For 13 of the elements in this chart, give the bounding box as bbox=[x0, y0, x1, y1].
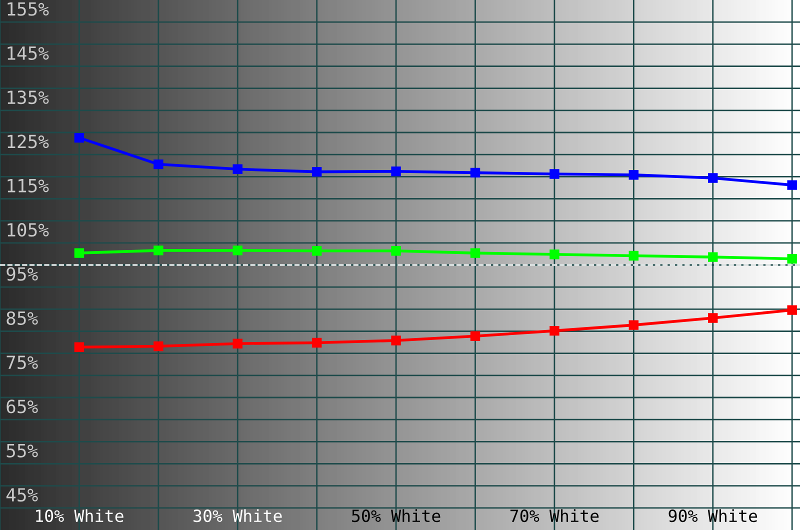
y-tick-label: 85% bbox=[6, 311, 38, 325]
y-tick-label: 155% bbox=[8, 2, 49, 16]
y-tick-label: 135% bbox=[8, 90, 49, 104]
y-tick-label: 145% bbox=[8, 46, 49, 60]
y-tick-label: 115% bbox=[8, 179, 49, 192]
y-tick-label: 65% bbox=[6, 400, 38, 414]
y-tick-label: 95% bbox=[6, 267, 38, 281]
y-tick-label: 75% bbox=[6, 356, 38, 370]
x-tick-label: 10% White bbox=[36, 509, 124, 522]
y-tick-label: 125% bbox=[8, 134, 49, 148]
y-tick-label: 45% bbox=[6, 488, 38, 502]
y-tick-label: 105% bbox=[8, 222, 49, 237]
y-tick-label: 55% bbox=[6, 444, 38, 458]
